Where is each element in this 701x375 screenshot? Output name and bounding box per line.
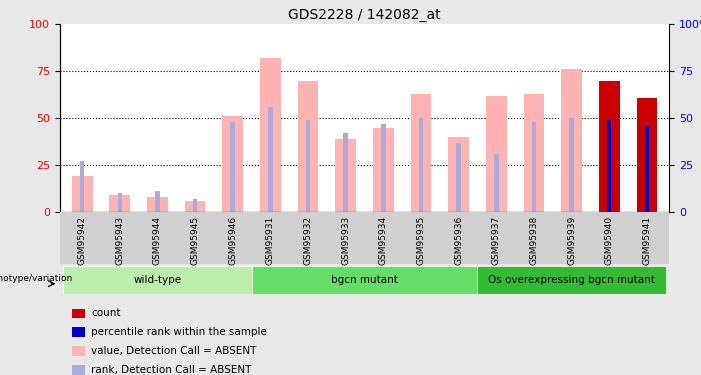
- Text: GSM95942: GSM95942: [78, 216, 87, 265]
- Bar: [456, 142, 461, 212]
- Bar: [306, 120, 311, 212]
- Bar: [147, 197, 168, 212]
- Text: count: count: [91, 309, 121, 318]
- Bar: [109, 195, 130, 212]
- Bar: [222, 116, 243, 212]
- Text: GSM95938: GSM95938: [529, 216, 538, 266]
- Text: GSM95940: GSM95940: [605, 216, 613, 265]
- Text: GSM95946: GSM95946: [229, 216, 237, 265]
- Text: GSM95937: GSM95937: [492, 216, 501, 266]
- Bar: [72, 309, 86, 318]
- Bar: [524, 94, 544, 212]
- Bar: [418, 118, 423, 212]
- Bar: [63, 266, 252, 294]
- Bar: [411, 94, 431, 212]
- Bar: [343, 133, 348, 212]
- Bar: [252, 266, 477, 294]
- Text: GSM95934: GSM95934: [379, 216, 388, 265]
- Text: GSM95935: GSM95935: [416, 216, 426, 266]
- Text: GSM95941: GSM95941: [642, 216, 651, 265]
- Bar: [72, 346, 86, 356]
- Text: GSM95939: GSM95939: [567, 216, 576, 266]
- Text: GSM95945: GSM95945: [191, 216, 200, 265]
- Bar: [193, 199, 198, 212]
- Bar: [477, 266, 666, 294]
- Text: GSM95943: GSM95943: [116, 216, 124, 265]
- Text: rank, Detection Call = ABSENT: rank, Detection Call = ABSENT: [91, 365, 252, 375]
- Bar: [448, 137, 469, 212]
- Text: wild-type: wild-type: [133, 275, 182, 285]
- Bar: [562, 69, 582, 212]
- Bar: [72, 365, 86, 375]
- Bar: [381, 124, 386, 212]
- Bar: [637, 98, 658, 212]
- Bar: [260, 58, 281, 212]
- Bar: [607, 120, 611, 212]
- Text: Os overexpressing bgcn mutant: Os overexpressing bgcn mutant: [488, 275, 655, 285]
- Bar: [494, 154, 498, 212]
- Bar: [72, 327, 86, 337]
- Bar: [599, 81, 620, 212]
- Bar: [486, 96, 507, 212]
- Text: genotype/variation: genotype/variation: [0, 274, 73, 284]
- Bar: [72, 176, 93, 212]
- Text: GSM95933: GSM95933: [341, 216, 350, 266]
- Bar: [231, 122, 235, 212]
- Text: value, Detection Call = ABSENT: value, Detection Call = ABSENT: [91, 346, 257, 356]
- Bar: [155, 191, 160, 212]
- Bar: [645, 126, 649, 212]
- Bar: [569, 118, 574, 212]
- Text: GSM95936: GSM95936: [454, 216, 463, 266]
- Bar: [80, 161, 84, 212]
- Bar: [335, 139, 356, 212]
- Bar: [118, 193, 122, 212]
- Bar: [373, 128, 394, 212]
- Bar: [185, 201, 205, 212]
- Text: percentile rank within the sample: percentile rank within the sample: [91, 327, 267, 337]
- Bar: [268, 107, 273, 212]
- Bar: [298, 81, 318, 212]
- Bar: [531, 122, 536, 212]
- Text: GSM95944: GSM95944: [153, 216, 162, 265]
- Text: GSM95932: GSM95932: [304, 216, 313, 265]
- Text: GSM95931: GSM95931: [266, 216, 275, 266]
- Text: bgcn mutant: bgcn mutant: [331, 275, 398, 285]
- Title: GDS2228 / 142082_at: GDS2228 / 142082_at: [288, 8, 441, 22]
